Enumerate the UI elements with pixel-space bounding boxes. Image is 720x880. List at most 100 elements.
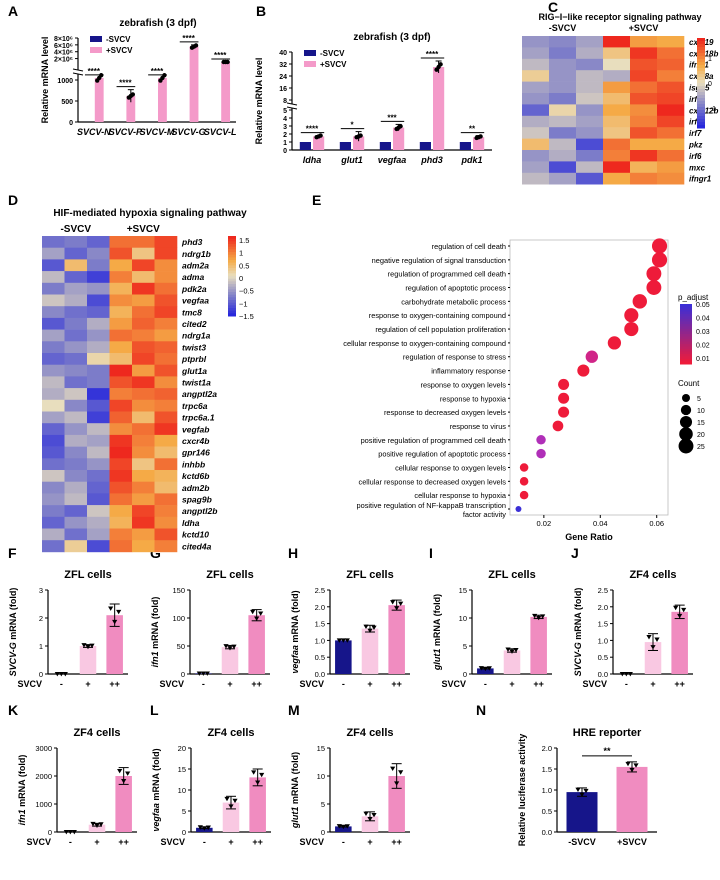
y-tick-label-M: 10 [317,772,325,781]
term-label-E: positive regulation of apoptotic process [378,450,506,459]
heatmap-cell-D [87,236,110,248]
heatmap-cell-D [42,399,65,412]
colorbar-segment-D [228,252,236,256]
bar-K [88,824,106,832]
title-I: ZFL cells [488,569,535,581]
heatmap-cell-D [154,376,178,389]
sig-stars-N: ** [603,746,611,756]
heatmap-cell-D [132,481,155,494]
data-point-M [394,781,400,786]
heatmap-cell-D [87,247,110,260]
bar-F [106,615,123,674]
heatmap-cell-D [87,353,110,365]
y-tick-label-G: 150 [172,586,185,595]
heatmap-cell-D [64,364,88,377]
legend-count-label-E: 20 [697,432,705,439]
heatmap-cell-D [42,376,65,389]
data-point-L [201,826,207,831]
colorbar-segment-C [697,86,705,90]
heatmap-cell-D [132,247,155,260]
heatmap-cell-D [64,341,88,354]
heatmap-cell-D [87,528,110,541]
data-point-H [390,600,396,605]
heatmap-cell-D [87,271,110,284]
sig-stars-A: **** [119,79,132,88]
heatmap-cell-C [549,127,577,139]
colorbar-segment-C [697,125,705,129]
dot-E [646,280,662,295]
y-tick-label-N: 2.0 [542,744,552,753]
y-axis-title-I: glut1 mRNA (fold) [432,594,442,671]
colorbar-segment-C [697,98,705,102]
legend-colorbar-E [680,304,692,307]
heatmap-cell-D [64,282,88,295]
heatmap-cell-C [522,115,550,128]
heatmap-cell-C [630,150,658,162]
panel-letter-J: J [571,545,579,561]
legend-title-p-E: p_adjust [678,293,709,302]
y-axis-title-G: ifn1 mRNA (fold) [150,597,160,668]
bar-J [671,611,688,674]
heatmap-cell-D [109,364,133,377]
legend-count-label-E: 15 [697,420,705,427]
row-label-C: irf6 [689,152,702,161]
heatmap-cell-C [603,58,631,71]
term-label-E: factor activity [463,510,506,519]
legend-colorbar-E [680,309,692,312]
y-axis-title-B: Relative mRNA level [254,58,264,145]
data-point-G [196,671,202,676]
heatmap-cell-D [154,247,178,260]
dot-E [651,238,668,254]
data-point-H [398,601,404,607]
bar-pos-A [126,95,136,122]
column-label-neg-D: -SVCV [60,224,91,235]
heatmap-cell-D [87,470,110,482]
heatmap-cell-D [42,247,65,260]
data-point-H [363,624,369,630]
colorbar-segment-C [697,95,705,99]
heatmap-cell-D [154,423,178,436]
heatmap-cell-D [132,446,155,459]
data-point-A [225,59,230,65]
dot-E [577,364,590,377]
heatmap-cell-D [87,505,110,518]
sig-stars-B: * [350,121,354,130]
y-tick-label-F: 1 [39,642,43,651]
dot-E [552,420,564,432]
legend-colorbar-E [680,334,692,337]
title-D: HIF-mediated hypoxia signaling pathway [53,208,247,219]
heatmap-cell-D [42,353,65,365]
heatmap-cell-D [109,481,133,494]
data-point-N [625,761,631,767]
heatmap-cell-D [87,399,110,412]
colorbar-segment-C [697,101,705,105]
heatmap-cell-D [154,505,178,518]
row-label-D: kctd10 [182,530,209,540]
dot-E [536,435,546,445]
title-N: HRE reporter [573,727,642,739]
heatmap-cell-C [657,47,685,60]
legend-count-dot-E [679,415,693,429]
colorbar-segment-C [697,68,705,72]
colorbar-segment-D [228,238,236,242]
x-tick-label-F: ++ [109,679,120,689]
data-point-F [112,619,118,625]
bar-L [222,802,240,832]
heatmap-cell-C [576,150,604,162]
colorbar-segment-C [697,71,705,75]
heatmap-cell-D [109,423,133,436]
legend-count-dot-E [680,404,692,416]
bar-neg-B [459,142,471,150]
heatmap-cell-C [630,36,658,48]
row-label-C: irf7 [689,129,702,138]
heatmap-cell-D [132,399,155,412]
legend-label-neg-B: -SVCV [320,49,345,58]
y-tick-label-G: 50 [177,642,185,651]
panel-letter-I: I [429,545,433,561]
term-label-E: regulation of cell death [432,242,506,251]
panel-letter-D: D [8,192,18,208]
data-point-N [629,767,635,773]
y-tick-label-J: 1.5 [598,620,608,629]
term-label-E: cellular response to oxygen-containing c… [343,339,506,348]
legend-count-dot-E [679,427,693,441]
